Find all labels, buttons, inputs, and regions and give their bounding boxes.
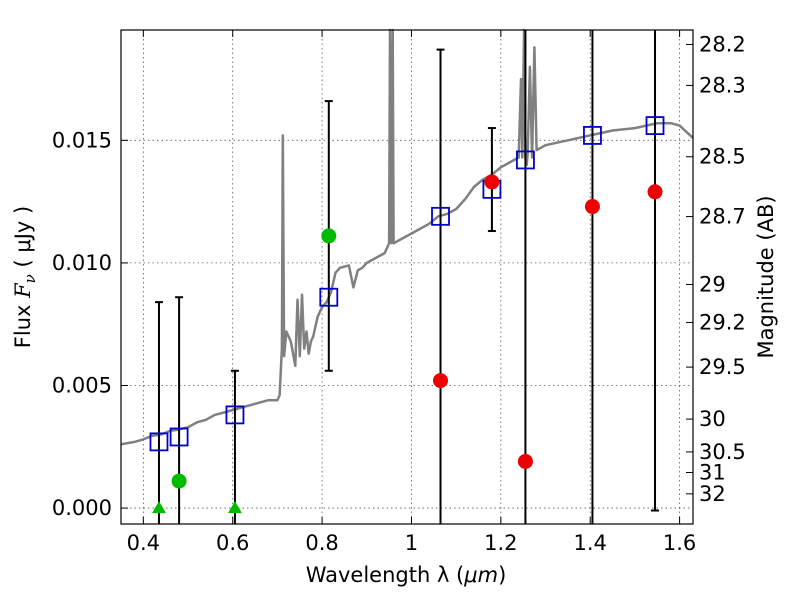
data-point-circle <box>484 174 500 190</box>
x-axis-title: Wavelength λ (μm) <box>306 563 507 587</box>
magnitude-tick-label: 30.5 <box>699 440 746 464</box>
data-point-circle <box>647 184 663 200</box>
spectrum-line <box>120 28 694 446</box>
magnitude-tick-label: 29.2 <box>699 310 746 334</box>
model-square-marker <box>319 287 339 307</box>
upper-limit-triangle <box>151 501 166 514</box>
model-square-marker <box>431 206 450 226</box>
x-tick-label: 0.8 <box>305 531 338 555</box>
model-square-marker <box>645 116 665 136</box>
magnitude-tick-label: 28.5 <box>699 145 746 169</box>
y-tick-label: 0.010 <box>52 251 112 275</box>
magnitude-tick-label: 30 <box>699 407 726 431</box>
data-point-circle <box>171 473 187 489</box>
model-square-marker <box>583 126 602 145</box>
x-tick-label: 1 <box>405 531 418 555</box>
y-tick-label: 0.015 <box>52 128 112 152</box>
model-square-marker <box>225 405 245 425</box>
magnitude-tick-label: 32 <box>699 482 726 506</box>
x-tick-label: 1.4 <box>574 531 607 555</box>
model-square-marker <box>516 150 535 170</box>
data-point-circle <box>584 199 600 215</box>
y-axis-title: Flux Fν ( μJy ) <box>11 206 39 348</box>
y2-axis-title: Magnitude (AB) <box>754 195 778 358</box>
magnitude-tick-label: 29.5 <box>699 355 746 379</box>
y-tick-label: 0.000 <box>52 496 112 520</box>
data-point-circle <box>517 453 533 469</box>
magnitude-tick-label: 28.7 <box>699 205 746 229</box>
model-square-marker <box>169 427 189 447</box>
grid <box>121 30 693 524</box>
x-tick-label: 0.6 <box>216 531 249 555</box>
model-square-marker <box>149 432 169 452</box>
data-point-circle <box>321 228 337 244</box>
upper-limit-triangle <box>227 501 242 514</box>
magnitude-tick-label: 31 <box>699 461 726 485</box>
x-tick-label: 0.4 <box>127 531 160 555</box>
marker-layer <box>149 116 665 514</box>
magnitude-tick-label: 28.2 <box>699 32 746 56</box>
errorbar-layer <box>154 30 660 524</box>
y-tick-label: 0.005 <box>52 373 112 397</box>
x-tick-label: 1.2 <box>484 531 517 555</box>
x-tick-label: 1.6 <box>663 531 696 555</box>
data-point-circle <box>433 373 449 389</box>
magnitude-tick-label: 29 <box>699 272 726 296</box>
tick-layer: 0.4 0.6 0.8 1 1.2 1.4 1.6 0.000 0.005 0.010 0.015 2… <box>52 30 746 555</box>
magnitude-tick-label: 28.3 <box>699 73 746 97</box>
spectrum-layer <box>120 28 694 446</box>
plot-frame <box>120 29 694 525</box>
